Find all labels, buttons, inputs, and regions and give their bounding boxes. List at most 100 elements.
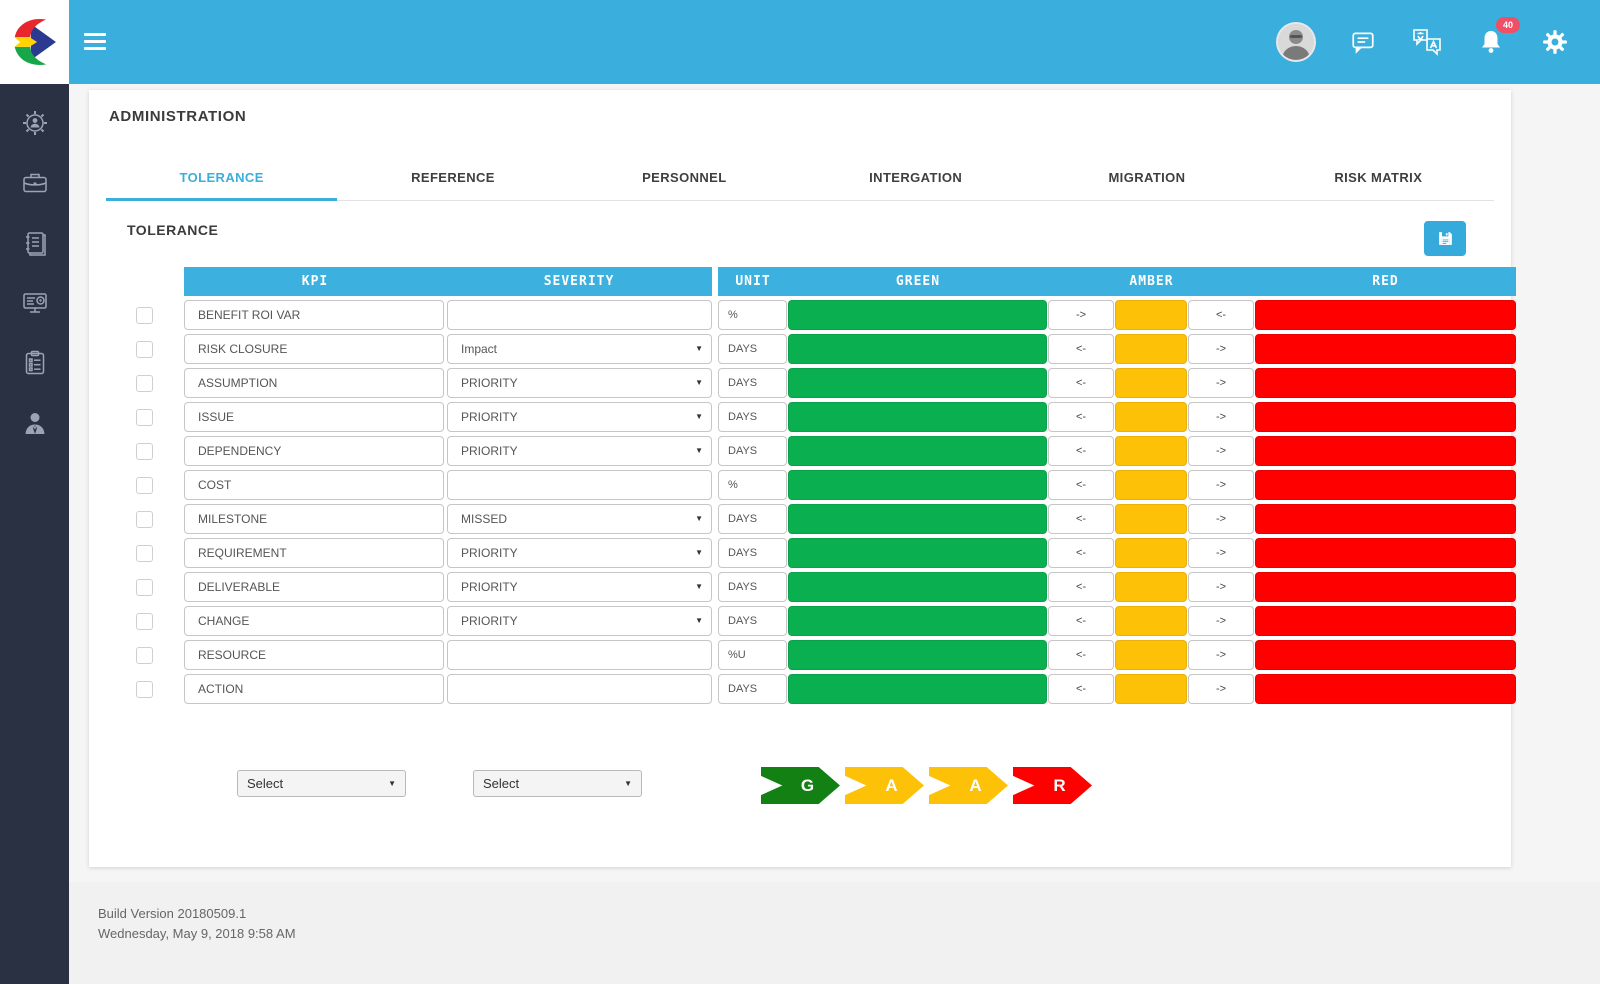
translate-icon[interactable]: [1410, 25, 1444, 59]
unit-field[interactable]: %: [718, 300, 787, 330]
row-checkbox[interactable]: [136, 646, 153, 664]
amber-direction-field[interactable]: ->: [1188, 368, 1254, 398]
amber-threshold-bar[interactable]: [1115, 640, 1187, 670]
tab-reference[interactable]: REFERENCE: [411, 169, 495, 185]
unit-field[interactable]: %U: [718, 640, 787, 670]
red-threshold-bar[interactable]: [1255, 504, 1516, 534]
unit-field[interactable]: %: [718, 470, 787, 500]
sidebar-item-admin-settings[interactable]: [15, 106, 55, 140]
kpi-field[interactable]: ASSUMPTION: [184, 368, 444, 398]
severity-select[interactable]: PRIORITY ▼: [447, 436, 712, 466]
severity-select[interactable]: PRIORITY ▼: [447, 402, 712, 432]
sidebar-item-system-config[interactable]: [15, 286, 55, 320]
tab-migration[interactable]: MIGRATION: [1108, 169, 1186, 185]
sidebar-item-projects[interactable]: [15, 166, 55, 200]
red-threshold-bar[interactable]: [1255, 436, 1516, 466]
unit-field[interactable]: DAYS: [718, 368, 787, 398]
amber-direction-field[interactable]: ->: [1188, 640, 1254, 670]
amber-threshold-bar[interactable]: [1115, 504, 1187, 534]
kpi-field[interactable]: CHANGE: [184, 606, 444, 636]
user-avatar[interactable]: [1276, 22, 1316, 62]
filter-select-1[interactable]: Select ▼: [237, 770, 406, 797]
filter-select-2[interactable]: Select ▼: [473, 770, 642, 797]
row-checkbox[interactable]: [136, 374, 153, 392]
tab-personnel[interactable]: PERSONNEL: [642, 169, 727, 185]
red-threshold-bar[interactable]: [1255, 674, 1516, 704]
severity-select[interactable]: ▼: [447, 470, 712, 500]
row-checkbox[interactable]: [136, 510, 153, 528]
sidebar-item-reports[interactable]: [15, 346, 55, 380]
green-threshold-bar[interactable]: [788, 470, 1047, 500]
kpi-field[interactable]: COST: [184, 470, 444, 500]
severity-select[interactable]: ▼: [447, 300, 712, 330]
severity-select[interactable]: Impact ▼: [447, 334, 712, 364]
unit-field[interactable]: DAYS: [718, 572, 787, 602]
unit-field[interactable]: DAYS: [718, 538, 787, 568]
kpi-field[interactable]: DEPENDENCY: [184, 436, 444, 466]
red-threshold-bar[interactable]: [1255, 470, 1516, 500]
amber-direction-field[interactable]: ->: [1188, 674, 1254, 704]
sidebar-item-users[interactable]: [15, 406, 55, 440]
tab-risk-matrix[interactable]: RISK MATRIX: [1334, 169, 1423, 185]
unit-field[interactable]: DAYS: [718, 402, 787, 432]
tab-tolerance[interactable]: TOLERANCE: [106, 154, 338, 201]
unit-field[interactable]: DAYS: [718, 606, 787, 636]
severity-select[interactable]: PRIORITY ▼: [447, 368, 712, 398]
amber-threshold-bar[interactable]: [1115, 538, 1187, 568]
row-checkbox[interactable]: [136, 544, 153, 562]
green-threshold-bar[interactable]: [788, 368, 1047, 398]
unit-field[interactable]: DAYS: [718, 674, 787, 704]
severity-select[interactable]: MISSED ▼: [447, 504, 712, 534]
unit-field[interactable]: DAYS: [718, 504, 787, 534]
app-logo[interactable]: [0, 0, 69, 84]
severity-select[interactable]: PRIORITY ▼: [447, 572, 712, 602]
row-checkbox[interactable]: [136, 476, 153, 494]
save-button[interactable]: [1424, 221, 1466, 256]
green-threshold-bar[interactable]: [788, 640, 1047, 670]
amber-threshold-bar[interactable]: [1115, 674, 1187, 704]
amber-threshold-bar[interactable]: [1115, 606, 1187, 636]
kpi-field[interactable]: REQUIREMENT: [184, 538, 444, 568]
green-direction-field[interactable]: <-: [1048, 470, 1114, 500]
green-direction-field[interactable]: <-: [1048, 402, 1114, 432]
amber-threshold-bar[interactable]: [1115, 402, 1187, 432]
green-threshold-bar[interactable]: [788, 300, 1047, 330]
green-direction-field[interactable]: <-: [1048, 334, 1114, 364]
row-checkbox[interactable]: [136, 578, 153, 596]
amber-threshold-bar[interactable]: [1115, 572, 1187, 602]
green-direction-field[interactable]: <-: [1048, 606, 1114, 636]
green-direction-field[interactable]: ->: [1048, 300, 1114, 330]
amber-direction-field[interactable]: ->: [1188, 470, 1254, 500]
red-threshold-bar[interactable]: [1255, 606, 1516, 636]
green-direction-field[interactable]: <-: [1048, 436, 1114, 466]
kpi-field[interactable]: MILESTONE: [184, 504, 444, 534]
red-threshold-bar[interactable]: [1255, 334, 1516, 364]
sidebar-item-ledger[interactable]: [15, 226, 55, 260]
unit-field[interactable]: DAYS: [718, 436, 787, 466]
amber-threshold-bar[interactable]: [1115, 300, 1187, 330]
kpi-field[interactable]: ACTION: [184, 674, 444, 704]
chat-icon[interactable]: [1346, 25, 1380, 59]
row-checkbox[interactable]: [136, 612, 153, 630]
kpi-field[interactable]: RESOURCE: [184, 640, 444, 670]
green-threshold-bar[interactable]: [788, 674, 1047, 704]
amber-threshold-bar[interactable]: [1115, 334, 1187, 364]
amber-direction-field[interactable]: ->: [1188, 572, 1254, 602]
green-direction-field[interactable]: <-: [1048, 538, 1114, 568]
kpi-field[interactable]: DELIVERABLE: [184, 572, 444, 602]
amber-threshold-bar[interactable]: [1115, 368, 1187, 398]
red-threshold-bar[interactable]: [1255, 402, 1516, 432]
gear-icon[interactable]: [1538, 25, 1572, 59]
severity-select[interactable]: PRIORITY ▼: [447, 606, 712, 636]
kpi-field[interactable]: BENEFIT ROI VAR: [184, 300, 444, 330]
green-threshold-bar[interactable]: [788, 402, 1047, 432]
row-checkbox[interactable]: [136, 442, 153, 460]
kpi-field[interactable]: ISSUE: [184, 402, 444, 432]
amber-direction-field[interactable]: ->: [1188, 402, 1254, 432]
green-direction-field[interactable]: <-: [1048, 674, 1114, 704]
red-threshold-bar[interactable]: [1255, 300, 1516, 330]
red-threshold-bar[interactable]: [1255, 572, 1516, 602]
row-checkbox[interactable]: [136, 340, 153, 358]
red-threshold-bar[interactable]: [1255, 640, 1516, 670]
green-threshold-bar[interactable]: [788, 538, 1047, 568]
